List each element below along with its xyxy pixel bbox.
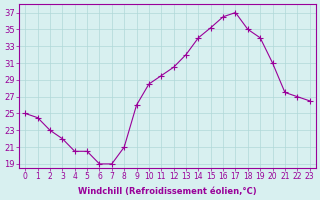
X-axis label: Windchill (Refroidissement éolien,°C): Windchill (Refroidissement éolien,°C) [78,187,257,196]
